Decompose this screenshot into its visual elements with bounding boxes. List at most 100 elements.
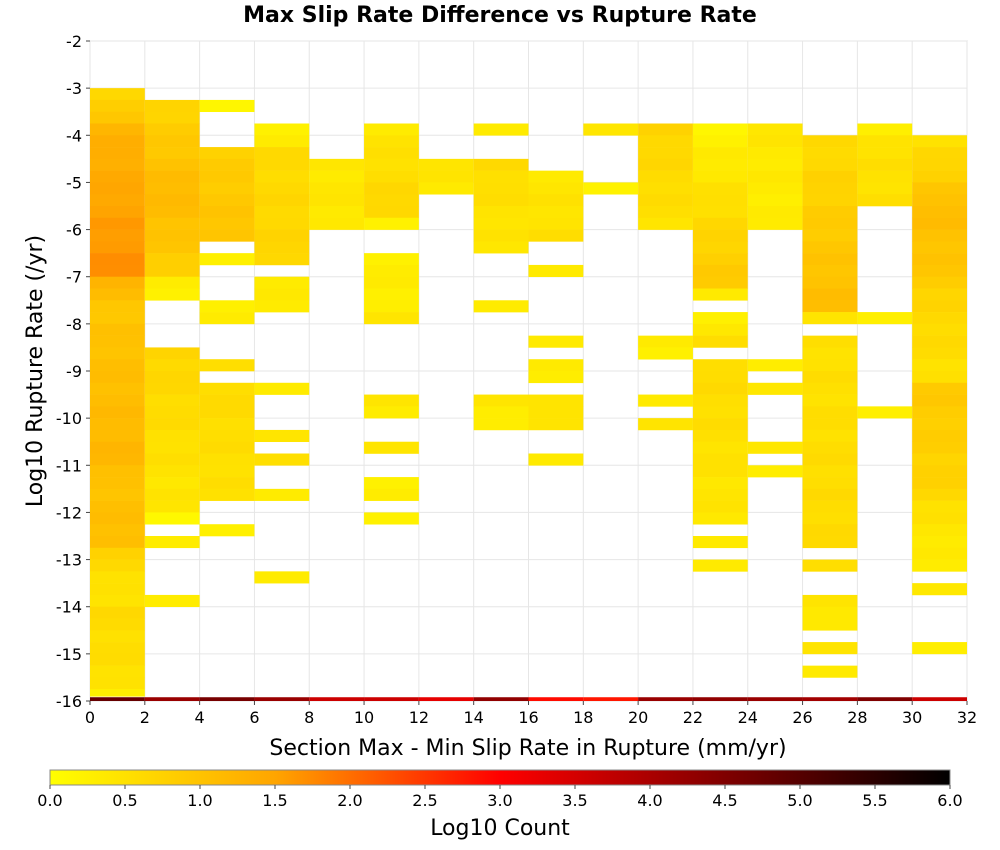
heatmap-cell (144, 147, 200, 160)
heatmap-cell (638, 123, 693, 136)
heatmap-cell (199, 441, 255, 454)
heatmap-cell (90, 229, 145, 242)
heatmap-cell (364, 312, 419, 325)
heatmap-cell (144, 276, 200, 289)
heatmap-cell (692, 229, 748, 242)
y-tick-label: -2 (66, 32, 82, 51)
heatmap-cell (418, 182, 474, 195)
heatmap-cell (90, 253, 145, 266)
heatmap-cell (90, 488, 145, 501)
heatmap-cell (692, 453, 748, 466)
heatmap-cell (199, 488, 255, 501)
heatmap-cell (254, 147, 310, 160)
heatmap-cell (528, 182, 584, 195)
heatmap-cell (802, 488, 858, 501)
heatmap-cell (309, 182, 365, 195)
heatmap-cell (364, 288, 419, 301)
colorbar-tick-label: 1.5 (262, 791, 287, 810)
heatmap-cell (912, 147, 967, 160)
heatmap-cell (747, 194, 803, 207)
heatmap-cell (473, 229, 529, 242)
x-tick-label: 4 (195, 708, 205, 727)
heatmap-cell (144, 241, 200, 254)
heatmap-cell (90, 382, 145, 395)
colorbar-tick-label: 3.0 (487, 791, 512, 810)
heatmap-cell-bottom (802, 697, 858, 701)
heatmap-cell (90, 111, 145, 124)
heatmap-cell (692, 276, 748, 289)
heatmap-cell (90, 689, 145, 697)
heatmap-cell (364, 512, 419, 525)
heatmap-cell (199, 206, 255, 219)
x-tick-label: 8 (304, 708, 314, 727)
heatmap-cell-bottom (309, 697, 365, 701)
heatmap-cell (90, 158, 145, 171)
heatmap-cell (528, 194, 584, 207)
heatmap-cell (802, 194, 858, 207)
heatmap-cell (473, 394, 529, 407)
y-tick-label: -14 (56, 598, 82, 617)
heatmap-cell (90, 241, 145, 254)
heatmap-cell (199, 394, 255, 407)
heatmap-cell (254, 123, 310, 136)
heatmap-cells (90, 88, 967, 697)
heatmap-cell (802, 394, 858, 407)
heatmap-cell (418, 158, 474, 171)
heatmap-cell (199, 300, 255, 313)
heatmap-cell (144, 217, 200, 230)
heatmap-cell (692, 477, 748, 490)
heatmap-cell (254, 158, 310, 171)
heatmap-cell (364, 394, 419, 407)
heatmap-cell (638, 418, 693, 431)
heatmap-cell (802, 441, 858, 454)
heatmap-cell (144, 123, 200, 136)
heatmap-cell (528, 418, 584, 431)
heatmap-cell (254, 217, 310, 230)
x-tick-label: 14 (464, 708, 484, 727)
heatmap-cell (802, 135, 858, 148)
heatmap-cell (90, 653, 145, 666)
heatmap-cell (912, 394, 967, 407)
heatmap-cell (802, 559, 858, 572)
heatmap-cell (692, 158, 748, 171)
heatmap-cell (254, 382, 310, 395)
heatmap-cell (692, 429, 748, 443)
heatmap-cell (90, 500, 145, 513)
heatmap-cell (692, 323, 748, 336)
heatmap-cell-bottom (912, 697, 967, 701)
heatmap-cell (144, 512, 200, 525)
heatmap-cell (692, 488, 748, 501)
heatmap-cell (144, 465, 200, 478)
heatmap-cell-bottom (144, 697, 200, 701)
heatmap-cell (802, 359, 858, 372)
heatmap-cell (144, 441, 200, 454)
heatmap-cell (473, 158, 529, 171)
heatmap-cell (692, 217, 748, 230)
x-axis-label: Section Max - Min Slip Rate in Rupture (… (269, 736, 786, 761)
x-tick-label: 26 (792, 708, 812, 727)
heatmap-cell (144, 135, 200, 148)
heatmap-cell (199, 465, 255, 478)
heatmap-cell (254, 206, 310, 219)
heatmap-cell (144, 206, 200, 219)
heatmap-cell (912, 335, 967, 348)
heatmap-cell (90, 147, 145, 160)
heatmap-cell (912, 488, 967, 501)
heatmap-cell (199, 524, 255, 537)
heatmap-cell (144, 594, 200, 608)
x-tick-label: 12 (409, 708, 429, 727)
heatmap-cell (473, 170, 529, 183)
heatmap-cell (747, 359, 803, 372)
colorbar-tick-label: 5.5 (862, 791, 887, 810)
heatmap-cell (912, 441, 967, 454)
heatmap-cell (90, 347, 145, 360)
heatmap-cell (638, 347, 693, 360)
bottom-row-cells (90, 697, 967, 701)
heatmap-cell (144, 253, 200, 266)
heatmap-cell (199, 99, 255, 113)
heatmap-cell (692, 394, 748, 407)
heatmap-cell (802, 500, 858, 513)
heatmap-cell (912, 429, 967, 443)
heatmap-cell (912, 312, 967, 325)
heatmap-cell (90, 465, 145, 478)
